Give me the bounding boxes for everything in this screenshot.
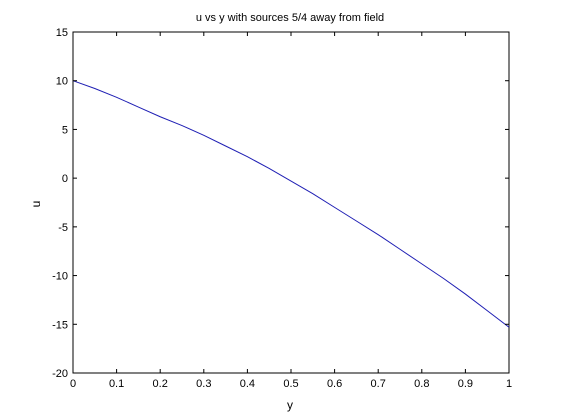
- x-tick-label: 0.3: [196, 378, 211, 390]
- x-tick-label: 0: [70, 378, 76, 390]
- y-axis-label: u: [29, 201, 43, 208]
- chart-title: u vs y with sources 5/4 away from field: [196, 12, 384, 24]
- y-tick-label: 10: [56, 76, 68, 88]
- x-tick-label: 0.5: [283, 378, 298, 390]
- x-axis-label: y: [287, 398, 293, 412]
- y-tick-label: -10: [52, 271, 68, 283]
- x-tick-label: 0.4: [240, 378, 255, 390]
- x-tick-label: 0.9: [458, 378, 473, 390]
- ticks-layer: 0 0.1 0.2 0.3 0.4 0.5 0.6 0.7 0.8 0.9 1 -20 -15 -10 -5…: [52, 27, 512, 390]
- y-tick-label: -15: [52, 319, 68, 331]
- y-tick-label: -20: [52, 368, 68, 380]
- x-tick-label: 0.2: [153, 378, 168, 390]
- x-tick-label: 0.6: [327, 378, 342, 390]
- x-tick-label: 1: [506, 378, 512, 390]
- y-tick-label: 5: [62, 124, 68, 136]
- y-tick-label: 0: [62, 173, 68, 185]
- x-tick-label: 0.1: [109, 378, 124, 390]
- series-line-0: [72, 80, 510, 328]
- series-layer: [72, 80, 510, 328]
- x-tick-label: 0.8: [414, 378, 429, 390]
- x-tick-label: 0.7: [371, 378, 386, 390]
- plot-area: [72, 31, 510, 374]
- plot-frame: [72, 31, 510, 374]
- y-tick-label: 15: [56, 27, 68, 39]
- y-tick-label: -5: [58, 222, 68, 234]
